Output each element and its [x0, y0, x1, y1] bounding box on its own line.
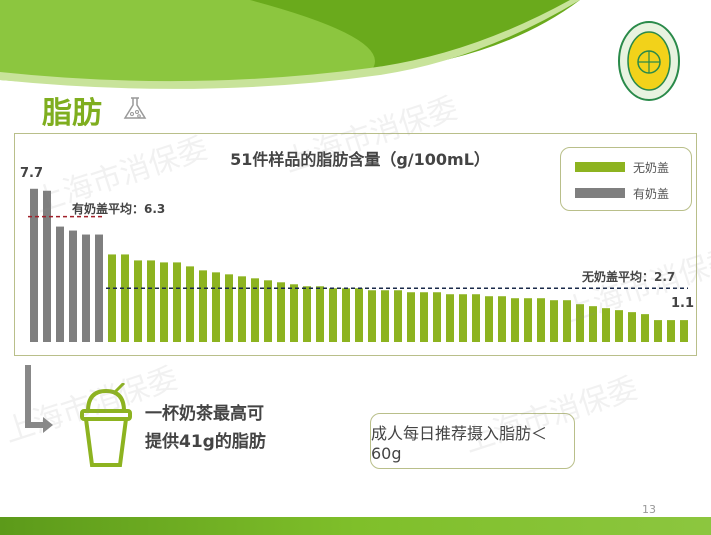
- bar: [511, 298, 519, 342]
- bar: [290, 284, 298, 342]
- bar: [381, 290, 389, 342]
- callout-line-1: 一杯奶茶最高可: [145, 404, 264, 424]
- bar: [355, 288, 363, 342]
- data-label-max: 7.7: [20, 166, 44, 181]
- bar: [82, 234, 90, 342]
- bar: [446, 294, 454, 342]
- bar: [485, 296, 493, 342]
- bar: [498, 296, 506, 342]
- bar: [576, 304, 584, 342]
- bar: [277, 282, 285, 342]
- bar: [433, 292, 441, 342]
- consumer-council-logo: [618, 21, 680, 101]
- bar: [173, 262, 181, 342]
- bar: [264, 280, 272, 342]
- milk-tea-cup-icon: [80, 383, 132, 467]
- bar: [459, 294, 467, 342]
- bar: [407, 292, 415, 342]
- bar: [108, 254, 116, 342]
- bar: [394, 290, 402, 342]
- slide-title: 脂肪: [42, 96, 102, 131]
- bar: [238, 276, 246, 342]
- bar: [30, 188, 38, 342]
- data-label-min: 1.1: [671, 296, 695, 311]
- bar: [550, 300, 558, 342]
- bar: [251, 278, 259, 342]
- bar: [225, 274, 233, 342]
- bar: [95, 234, 103, 342]
- bar: [589, 306, 597, 342]
- legend-label-foam: 有奶盖: [633, 187, 670, 201]
- bar: [342, 288, 350, 342]
- bar: [472, 294, 480, 342]
- foam-average-label: 有奶盖平均：6.3: [72, 202, 166, 216]
- legend-label-no-foam: 无奶盖: [633, 161, 670, 175]
- bar: [69, 230, 77, 342]
- arrow-icon: [25, 365, 53, 433]
- bar: [316, 286, 324, 342]
- bar: [303, 286, 311, 342]
- bar: [615, 310, 623, 342]
- no-foam-average-label: 无奶盖平均：2.7: [582, 270, 676, 284]
- legend-swatch-no-foam: [575, 162, 625, 172]
- bar: [212, 272, 220, 342]
- header-banner: [0, 0, 580, 89]
- footer-bar: [0, 517, 711, 535]
- bar: [537, 298, 545, 342]
- bar: [121, 254, 129, 342]
- bar: [147, 260, 155, 342]
- bar: [667, 320, 675, 342]
- fat-content-bar-chart: [28, 188, 688, 342]
- bar: [329, 288, 337, 342]
- bar: [524, 298, 532, 342]
- bar: [641, 314, 649, 342]
- bar: [420, 292, 428, 342]
- bar: [628, 312, 636, 342]
- flask-icon: [123, 97, 147, 119]
- bar: [368, 290, 376, 342]
- legend-swatch-foam: [575, 188, 625, 198]
- bar: [602, 308, 610, 342]
- bar: [199, 270, 207, 342]
- bar: [43, 190, 51, 342]
- chart-legend: 无奶盖 有奶盖: [560, 147, 692, 211]
- bar: [160, 262, 168, 342]
- bar: [654, 320, 662, 342]
- bar: [186, 266, 194, 342]
- page-number: 13: [642, 503, 656, 516]
- callout-text: 一杯奶茶最高可 提供41g的脂肪: [145, 400, 266, 456]
- bar: [56, 226, 64, 342]
- recommendation-box: 成人每日推荐摄入脂肪＜60g: [370, 413, 575, 469]
- chart-title: 51件样品的脂肪含量（g/100mL）: [230, 150, 490, 169]
- callout-line-2: 提供41g的脂肪: [145, 432, 266, 452]
- bar: [680, 320, 688, 342]
- bar: [563, 300, 571, 342]
- bar: [134, 260, 142, 342]
